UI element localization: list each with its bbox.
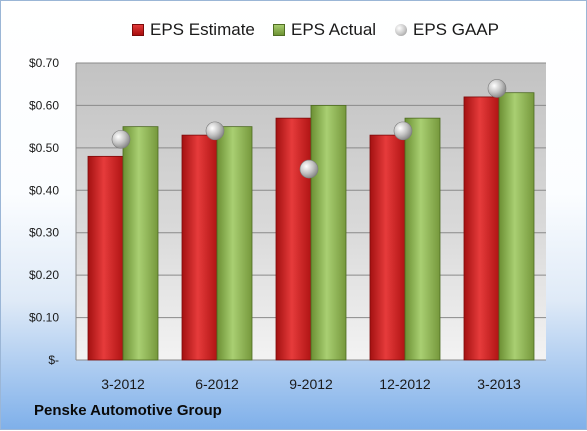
y-tick-label: $0.40 <box>29 183 59 197</box>
bar-eps-actual <box>216 126 253 361</box>
bar-eps-estimate <box>463 96 500 361</box>
bar-eps-estimate <box>181 134 218 361</box>
marker-eps-gaap <box>205 121 225 141</box>
bar-eps-actual <box>122 126 159 361</box>
y-tick-label: $- <box>48 353 59 367</box>
x-tick-label: 3-2012 <box>101 376 145 392</box>
bar-eps-actual <box>310 105 347 361</box>
marker-eps-gaap <box>393 121 413 141</box>
chart-legend: EPS Estimate EPS Actual EPS GAAP <box>1 18 587 42</box>
y-tick-label: $0.70 <box>29 56 59 70</box>
y-tick-label: $0.10 <box>29 311 59 325</box>
legend-swatch-estimate <box>132 24 144 36</box>
bar-eps-actual <box>498 92 535 361</box>
legend-label-actual: EPS Actual <box>291 20 377 39</box>
y-tick-label: $0.30 <box>29 226 59 240</box>
y-tick-label: $0.20 <box>29 268 59 282</box>
legend-item-gaap: EPS GAAP <box>395 18 499 42</box>
y-tick-label: $0.50 <box>29 141 59 155</box>
y-tick-label: $0.60 <box>29 98 59 112</box>
marker-eps-gaap <box>487 79 507 98</box>
legend-item-estimate: EPS Estimate <box>132 18 255 42</box>
legend-swatch-gaap <box>395 24 407 36</box>
bar-eps-estimate <box>87 155 124 361</box>
legend-swatch-actual <box>273 24 285 36</box>
bar-eps-estimate <box>275 117 312 361</box>
legend-item-actual: EPS Actual <box>273 18 376 42</box>
bar-eps-actual <box>404 117 441 361</box>
company-name: Penske Automotive Group <box>34 402 222 419</box>
legend-label-gaap: EPS GAAP <box>413 20 499 39</box>
bar-eps-estimate <box>369 134 406 361</box>
legend-label-estimate: EPS Estimate <box>150 20 255 39</box>
x-tick-label: 6-2012 <box>195 376 239 392</box>
x-tick-label: 12-2012 <box>379 376 431 392</box>
x-tick-label: 9-2012 <box>289 376 333 392</box>
marker-eps-gaap <box>299 159 319 179</box>
marker-eps-gaap <box>111 130 131 149</box>
x-tick-label: 3-2013 <box>477 376 521 392</box>
